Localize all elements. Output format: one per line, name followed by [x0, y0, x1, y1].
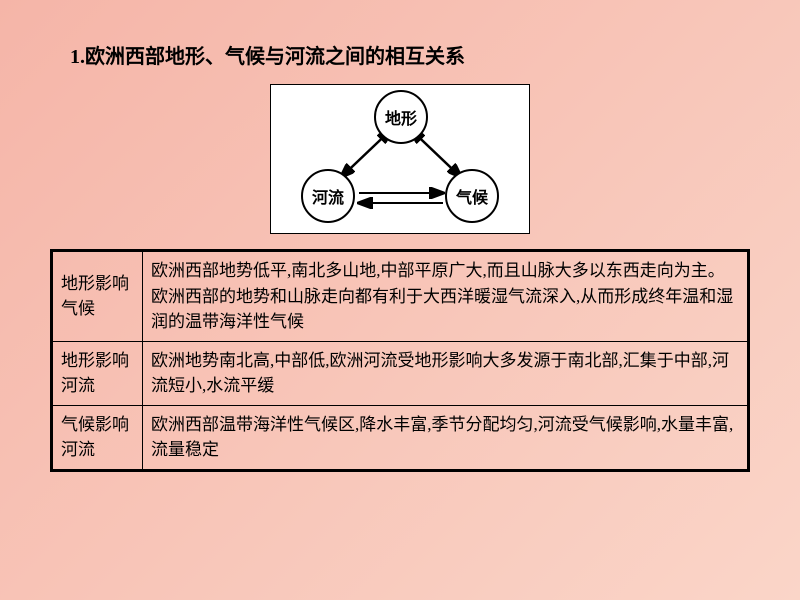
page-title: 1.欧洲西部地形、气候与河流之间的相互关系	[50, 40, 750, 69]
relationship-table: 地形影响气候 欧洲西部地势低平,南北多山地,中部平原广大,而且山脉大多以东西走向…	[50, 249, 750, 472]
table-row: 气候影响河流 欧洲西部温带海洋性气候区,降水丰富,季节分配均匀,河流受气候影响,…	[53, 405, 748, 469]
node-river: 河流	[301, 169, 355, 223]
table-row: 地形影响河流 欧洲地势南北高,中部低,欧洲河流受地形影响大多发源于南北部,汇集于…	[53, 341, 748, 405]
table-row: 地形影响气候 欧洲西部地势低平,南北多山地,中部平原广大,而且山脉大多以东西走向…	[53, 252, 748, 342]
node-terrain: 地形	[374, 90, 428, 144]
row-content: 欧洲西部温带海洋性气候区,降水丰富,季节分配均匀,河流受气候影响,水量丰富,流量…	[143, 405, 748, 469]
node-climate: 气候	[445, 169, 499, 223]
row-content: 欧洲地势南北高,中部低,欧洲河流受地形影响大多发源于南北部,汇集于中部,河流短小…	[143, 341, 748, 405]
row-label: 地形影响河流	[53, 341, 143, 405]
row-content: 欧洲西部地势低平,南北多山地,中部平原广大,而且山脉大多以东西走向为主。欧洲西部…	[143, 252, 748, 342]
diagram-container: 地形 河流 气候	[50, 84, 750, 234]
row-label: 气候影响河流	[53, 405, 143, 469]
row-label: 地形影响气候	[53, 252, 143, 342]
triangle-diagram: 地形 河流 气候	[270, 84, 530, 234]
